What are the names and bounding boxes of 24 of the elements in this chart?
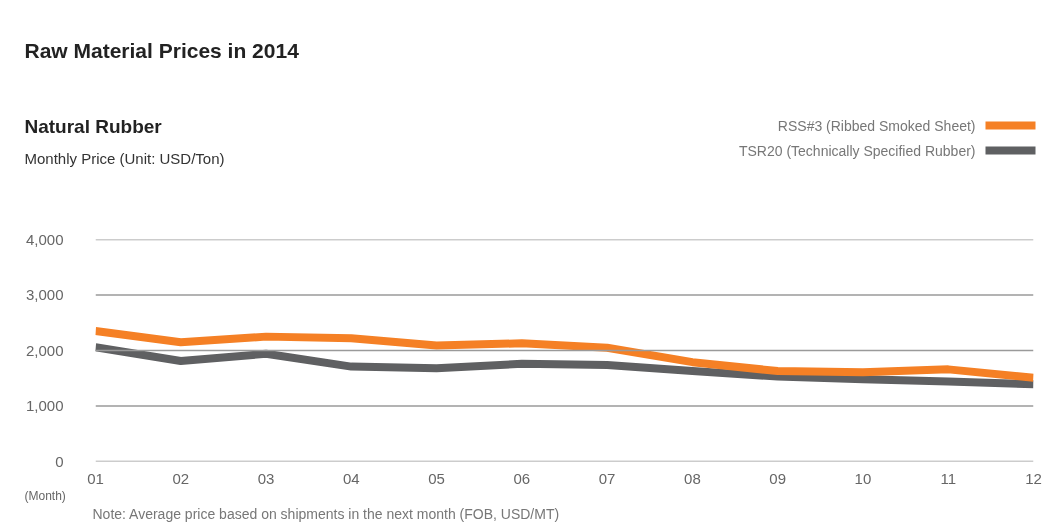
y-tick-label: 0 xyxy=(55,452,64,470)
x-tick-label: 12 xyxy=(1025,469,1042,487)
y-tick-label: 2,000 xyxy=(25,341,64,359)
x-tick-label: 11 xyxy=(940,469,957,487)
x-tick-label: 03 xyxy=(257,469,275,487)
y-tick-label: 4,000 xyxy=(25,230,64,248)
x-tick-label: 10 xyxy=(854,469,872,487)
chart-subtitle: Natural Rubber xyxy=(24,116,163,137)
y-axis-title: Monthly Price (Unit: USD/Ton) xyxy=(24,150,225,167)
legend-label: TSR20 (Technically Specified Rubber) xyxy=(738,142,976,159)
x-tick-label: 07 xyxy=(598,469,616,487)
x-tick-label: 02 xyxy=(172,469,190,487)
chart-title: Raw Material Prices in 2014 xyxy=(24,39,300,62)
y-tick-label: 3,000 xyxy=(25,286,64,303)
x-tick-label: 06 xyxy=(513,469,531,487)
x-tick-label: 01 xyxy=(87,469,104,487)
y-tick-label: 1,000 xyxy=(25,397,64,414)
legend-label: RSS#3 (Ribbed Smoked Sheet) xyxy=(777,117,976,134)
text: Note: Average price based on shipments in the next month (FOB, USD/MT) xyxy=(92,505,560,522)
x-tick-label: 08 xyxy=(684,469,701,487)
x-tick-label: 09 xyxy=(769,469,787,487)
x-tick-label: 05 xyxy=(428,469,445,487)
x-tick-label: 04 xyxy=(342,469,360,487)
x-axis-title: (Month) xyxy=(24,488,66,503)
